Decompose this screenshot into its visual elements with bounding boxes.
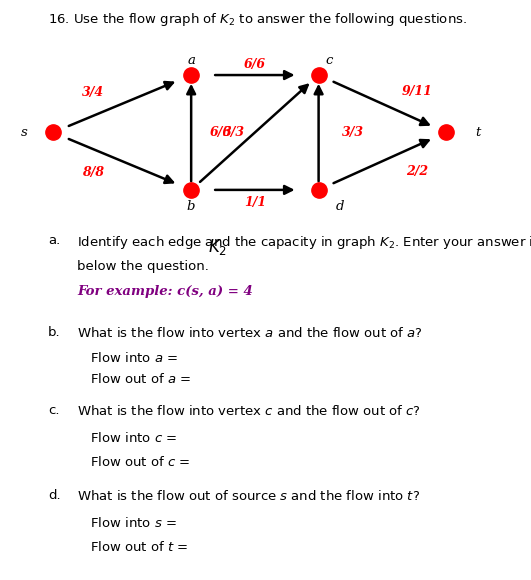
Text: 3/3: 3/3	[342, 126, 364, 139]
Text: Flow into $s$ =: Flow into $s$ =	[90, 516, 177, 530]
Text: Identify each edge and the capacity in graph $K_2$. Enter your answer in the spa: Identify each edge and the capacity in g…	[77, 234, 531, 251]
Text: 3/4: 3/4	[82, 86, 104, 99]
Text: 3/3: 3/3	[222, 126, 245, 139]
Text: Flow out of $t$ =: Flow out of $t$ =	[90, 540, 189, 554]
Text: 6/6: 6/6	[209, 126, 232, 139]
Text: 2/2: 2/2	[406, 165, 428, 178]
Text: a.: a.	[48, 234, 60, 247]
Text: 8/8: 8/8	[82, 166, 104, 179]
Text: Flow into $c$ =: Flow into $c$ =	[90, 431, 177, 445]
Text: d.: d.	[48, 489, 61, 502]
Text: c.: c.	[48, 404, 59, 417]
Text: 6/6: 6/6	[244, 58, 266, 71]
Text: b.: b.	[48, 327, 61, 339]
Text: t: t	[475, 126, 481, 139]
Text: What is the flow out of source $s$ and the flow into $t$?: What is the flow out of source $s$ and t…	[77, 489, 420, 503]
Text: What is the flow into vertex $a$ and the flow out of $a$?: What is the flow into vertex $a$ and the…	[77, 327, 423, 340]
Text: d: d	[336, 200, 344, 213]
Text: below the question.: below the question.	[77, 260, 209, 273]
Text: s: s	[21, 126, 27, 139]
Text: For example: c(s, a) = 4: For example: c(s, a) = 4	[77, 285, 253, 298]
Text: What is the flow into vertex $c$ and the flow out of $c$?: What is the flow into vertex $c$ and the…	[77, 404, 421, 418]
Text: $K_2$: $K_2$	[208, 237, 227, 258]
Text: 1/1: 1/1	[244, 196, 266, 209]
Text: 16. Use the flow graph of $K_2$ to answer the following questions.: 16. Use the flow graph of $K_2$ to answe…	[48, 11, 467, 28]
Text: a: a	[187, 54, 195, 67]
Text: 9/11: 9/11	[401, 85, 432, 98]
Text: b: b	[187, 200, 195, 213]
Text: Flow into $a$ =: Flow into $a$ =	[90, 351, 178, 365]
Text: Flow out of $a$ =: Flow out of $a$ =	[90, 372, 192, 386]
Text: Flow out of $c$ =: Flow out of $c$ =	[90, 455, 191, 469]
Text: c: c	[326, 54, 333, 67]
